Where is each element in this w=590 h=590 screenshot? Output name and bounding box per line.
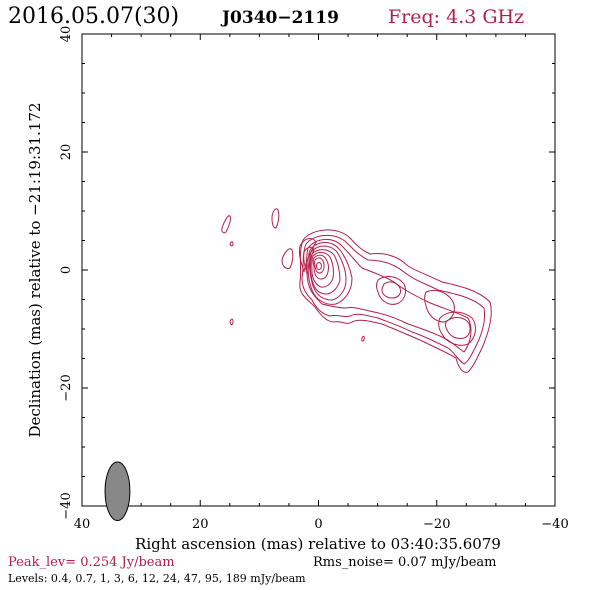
jet-knot-contour [381,281,401,299]
contour-level-10 [316,262,322,270]
rms-noise: Rms_noise= 0.07 mJy/beam [313,555,496,570]
contour-island [221,215,231,234]
contour-level-3 [306,239,472,353]
contour-level-6 [310,249,341,295]
contour-island [229,241,234,247]
x-tick-label: −20 [423,517,450,532]
observation-date: 2016.05.07(30) [8,4,179,29]
x-axis-label: Right ascension (mas) relative to 03:40:… [135,535,501,553]
frequency-label: Freq: 4.3 GHz [388,6,524,28]
restoring-beam [104,461,131,521]
x-tick-label: 40 [74,517,91,532]
y-tick-label: 0 [59,266,74,274]
y-tick-label: −40 [59,492,74,519]
plot-frame [81,33,556,507]
y-tick-label: 40 [59,26,74,43]
contour-map [221,208,492,373]
contour-ridge [299,238,317,273]
jet-knot-contour [376,276,407,305]
contour-ridge [303,246,315,275]
beam-ellipse [104,461,131,521]
y-tick-label: 20 [59,144,74,161]
contour-level-8 [312,254,329,280]
y-tick-label: −20 [59,374,74,401]
contour-level-2 [301,235,485,365]
contour-levels: Levels: 0.4, 0.7, 1, 3, 6, 12, 24, 47, 9… [8,572,306,585]
peak-level: Peak_lev= 0.254 Jy/beam [8,555,175,570]
contour-island [361,335,365,342]
x-tick-label: 0 [314,517,322,532]
jet-knot-contour [424,289,455,323]
jet-knot-contour [438,311,476,346]
jet-knot-contour [444,317,471,339]
contour-island [271,208,280,229]
x-tick-label: 20 [192,517,209,532]
contour-level-7 [311,251,334,288]
contour-level-9 [314,257,325,274]
x-tick-label: −40 [541,517,568,532]
contour-level-1 [299,229,492,373]
axis-ticks [81,33,556,507]
contour-level-5 [309,245,347,301]
contour-island [229,318,234,326]
y-tick-labels: −40 −20 0 20 40 [59,26,74,520]
x-tick-labels: 40 20 0 −20 −40 [74,517,569,532]
contour-island [281,248,294,269]
source-name: J0340−2119 [220,8,339,28]
contour-level-4 [307,242,353,305]
y-axis-label: Declination (mas) relative to −21:19:31.… [26,102,44,437]
